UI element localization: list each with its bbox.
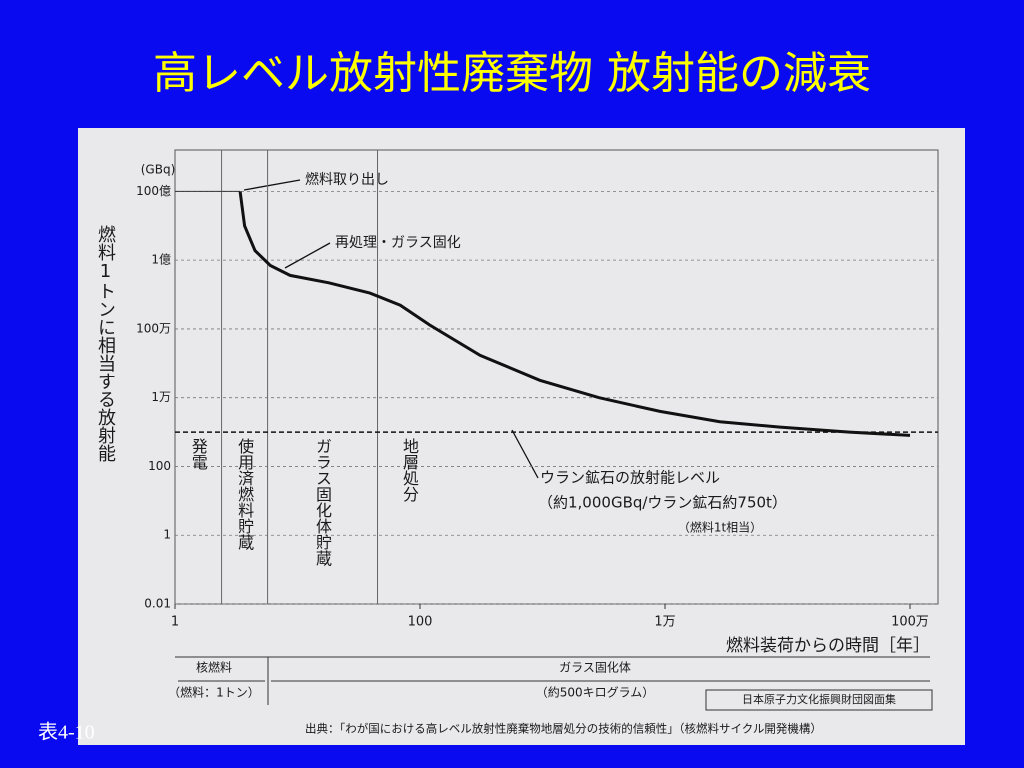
period-sublabel: （約500キログラム） [536, 685, 655, 700]
phase-label: 地層処分 [400, 438, 419, 503]
x-tick-label: 1 [171, 615, 179, 630]
annotation: （燃料1t相当） [678, 520, 762, 535]
annotation: ウラン鉱石の放射能レベル [540, 469, 720, 487]
x-tick-label: 1万 [654, 615, 675, 630]
annotation-arrow [284, 242, 331, 269]
y-tick-label: 1万 [151, 390, 171, 404]
y-tick-label: 1 [163, 528, 171, 542]
photo-background [78, 128, 965, 745]
credit-box [705, 689, 933, 711]
decay-curve [238, 191, 911, 437]
y-axis-title: 燃料1トンに相当する放射能 [95, 225, 116, 462]
annotation-arrow [511, 429, 539, 479]
x-tick-label: 100 [408, 615, 433, 630]
x-axis-title: 燃料装荷からの時間［年］ [726, 636, 930, 656]
y-tick-label: 100 [148, 459, 171, 473]
annotation: 燃料取り出し [305, 171, 389, 188]
y-unit: (GBq) [141, 163, 176, 177]
credit: 日本原子力文化振興財団図面集 [742, 692, 896, 706]
source: 出典：「わが国における高レベル放射性廃棄物地層処分の技術的信頼性」（核燃料サイク… [305, 722, 822, 736]
phase-label: 発電 [189, 438, 208, 470]
annotation-arrow [243, 179, 301, 191]
period-label: ガラス固化体 [559, 661, 631, 675]
plot-frame [174, 149, 939, 605]
y-tick-label: 0.01 [144, 597, 171, 611]
period-sublabel: （燃料：1トン） [168, 685, 260, 700]
y-tick-label: 1億 [151, 253, 171, 267]
period-label: 核燃料 [196, 660, 232, 675]
phase-label: 使用済燃料貯蔵 [235, 438, 254, 550]
phase-label: ガラス固化体貯蔵 [313, 438, 332, 566]
slide-label: 表4-10 [38, 721, 95, 744]
x-tick-label: 100万 [891, 615, 929, 630]
annotation: 再処理・ガラス固化 [335, 235, 461, 251]
y-tick-label: 100万 [136, 321, 171, 335]
annotation: （約1,000GBq/ウラン鉱石約750t） [538, 494, 787, 512]
y-tick-label: 100億 [136, 184, 171, 198]
slide-title: 高レベル放射性廃棄物 放射能の減衰 [153, 48, 871, 99]
